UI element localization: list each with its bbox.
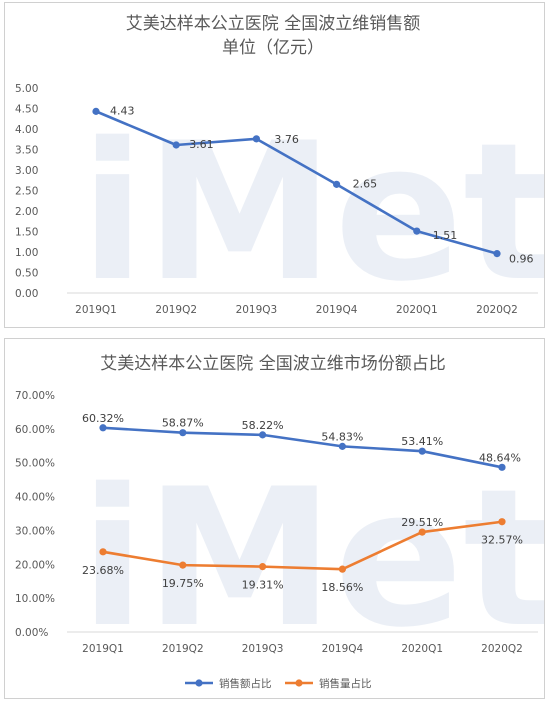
y-axis-ticks: 0.00% 10.00% 20.00% 30.00% 40.00% 50.00% 60.00… <box>15 390 55 639</box>
y-tick-label: 4.50 <box>15 104 38 116</box>
x-tick-label: 2019Q1 <box>75 304 117 316</box>
x-axis-ticks: 2019Q1 2019Q2 2019Q3 2019Q4 2020Q1 2020Q2 <box>75 304 518 316</box>
y-tick-label: 40.00% <box>15 492 55 504</box>
y-tick-label: 4.00 <box>15 124 38 136</box>
series-line <box>102 520 503 571</box>
chart-title-line-1: 艾美达样本公立医院 全国波立维销售额 <box>126 14 420 34</box>
y-tick-label: 5.00 <box>15 83 38 95</box>
data-point <box>99 548 107 556</box>
data-label: 19.31% <box>242 579 284 592</box>
x-axis-ticks: 2019Q1 2019Q2 2019Q3 2019Q4 2020Q1 2020Q2 <box>82 643 523 655</box>
x-tick-label: 2020Q2 <box>476 304 518 316</box>
data-point <box>418 528 426 536</box>
y-tick-label: 70.00% <box>15 390 55 402</box>
data-label: 4.43 <box>110 104 135 117</box>
data-point <box>259 431 267 439</box>
y-tick-label: 2.00 <box>15 206 38 218</box>
y-tick-label: 0.50 <box>15 268 38 280</box>
share-chart-panel: iMeta 艾美达样本公立医院 全国波立维市场份额占比 0.00%10.00%2… <box>4 338 545 699</box>
x-tick-label: 2019Q4 <box>316 304 358 316</box>
sales-chart-panel: iMeta 艾美达样本公立医院 全国波立维销售额 单位（亿元） 0.00 0.50… <box>4 2 545 328</box>
y-tick-label: 3.00 <box>15 165 38 177</box>
data-point <box>498 518 506 526</box>
chart-title: 艾美达样本公立医院 全国波立维市场份额占比 <box>100 354 445 374</box>
data-point <box>413 227 421 235</box>
data-label: 0.96 <box>509 253 534 266</box>
share-chart: iMeta 艾美达样本公立医院 全国波立维市场份额占比 0.00%10.00%2… <box>15 354 544 690</box>
data-point <box>493 250 501 258</box>
legend-swatch-marker <box>195 679 203 687</box>
data-label: 2.65 <box>353 177 378 190</box>
data-point <box>172 141 180 149</box>
data-point <box>252 135 260 143</box>
data-label: 3.61 <box>189 138 214 151</box>
legend-label: 销售额占比 <box>219 677 272 690</box>
data-point <box>179 561 187 569</box>
sales-chart: iMeta 艾美达样本公立医院 全国波立维销售额 单位（亿元） 0.00 0.50… <box>15 14 545 323</box>
y-tick-label: 30.00% <box>15 525 55 537</box>
watermark: iMeta <box>80 102 545 323</box>
data-point <box>333 180 341 188</box>
data-label: 19.75% <box>162 577 204 590</box>
x-tick-label: 2020Q1 <box>396 304 438 316</box>
data-point <box>338 442 346 450</box>
data-point <box>92 107 100 115</box>
y-tick-label: 3.50 <box>15 145 38 157</box>
data-label: 23.68% <box>82 564 124 577</box>
data-label: 29.51% <box>401 516 443 529</box>
y-tick-label: 0.00 <box>15 288 38 300</box>
series-line <box>102 426 503 469</box>
series-group: 4.43 3.61 3.76 2.65 1.51 0.96 <box>92 104 534 266</box>
data-label: 48.64% <box>479 451 521 464</box>
legend-swatch-marker <box>295 679 303 687</box>
data-label: 53.41% <box>401 435 443 448</box>
y-tick-label: 20.00% <box>15 559 55 571</box>
x-tick-label: 2020Q1 <box>401 643 443 655</box>
x-tick-label: 2019Q1 <box>82 643 124 655</box>
x-tick-label: 2019Q2 <box>162 643 204 655</box>
data-point <box>418 447 426 455</box>
y-tick-label: 60.00% <box>15 424 55 436</box>
data-label: 32.57% <box>481 534 523 547</box>
series-line <box>95 110 498 255</box>
x-tick-label: 2019Q3 <box>236 304 278 316</box>
data-point <box>99 424 107 432</box>
data-point <box>259 563 267 571</box>
series-group: 60.32% 58.87% 58.22% 54.83% 53.41% 48.64% 23.6… <box>82 412 523 594</box>
data-label: 58.87% <box>162 417 204 430</box>
data-label: 1.51 <box>433 229 458 242</box>
y-tick-label: 2.50 <box>15 186 38 198</box>
data-label: 3.76 <box>274 133 299 146</box>
y-tick-label: 10.00% <box>15 593 55 605</box>
y-tick-label: 1.00 <box>15 247 38 259</box>
data-point <box>338 565 346 573</box>
data-point <box>179 429 187 437</box>
x-tick-label: 2020Q2 <box>481 643 523 655</box>
data-point <box>498 463 506 471</box>
data-label: 18.56% <box>321 581 363 594</box>
y-tick-label: 1.50 <box>15 227 38 239</box>
x-tick-label: 2019Q2 <box>155 304 197 316</box>
legend: 销售额占比 销售量占比 <box>185 677 372 690</box>
y-tick-label: 0.00% <box>15 627 48 639</box>
x-tick-label: 2019Q3 <box>242 643 284 655</box>
chart-title-line-2: 单位（亿元） <box>222 38 324 58</box>
x-tick-label: 2019Q4 <box>322 643 364 655</box>
data-label: 58.22% <box>242 419 284 432</box>
data-label: 60.32% <box>82 412 124 425</box>
y-tick-label: 50.00% <box>15 458 55 470</box>
data-label: 54.83% <box>321 430 363 443</box>
legend-label: 销售量占比 <box>319 677 372 690</box>
y-axis-ticks: 0.00 0.50 1.00 1.50 2.00 2.50 3.00 3.50 4.00 4.50… <box>15 83 38 300</box>
